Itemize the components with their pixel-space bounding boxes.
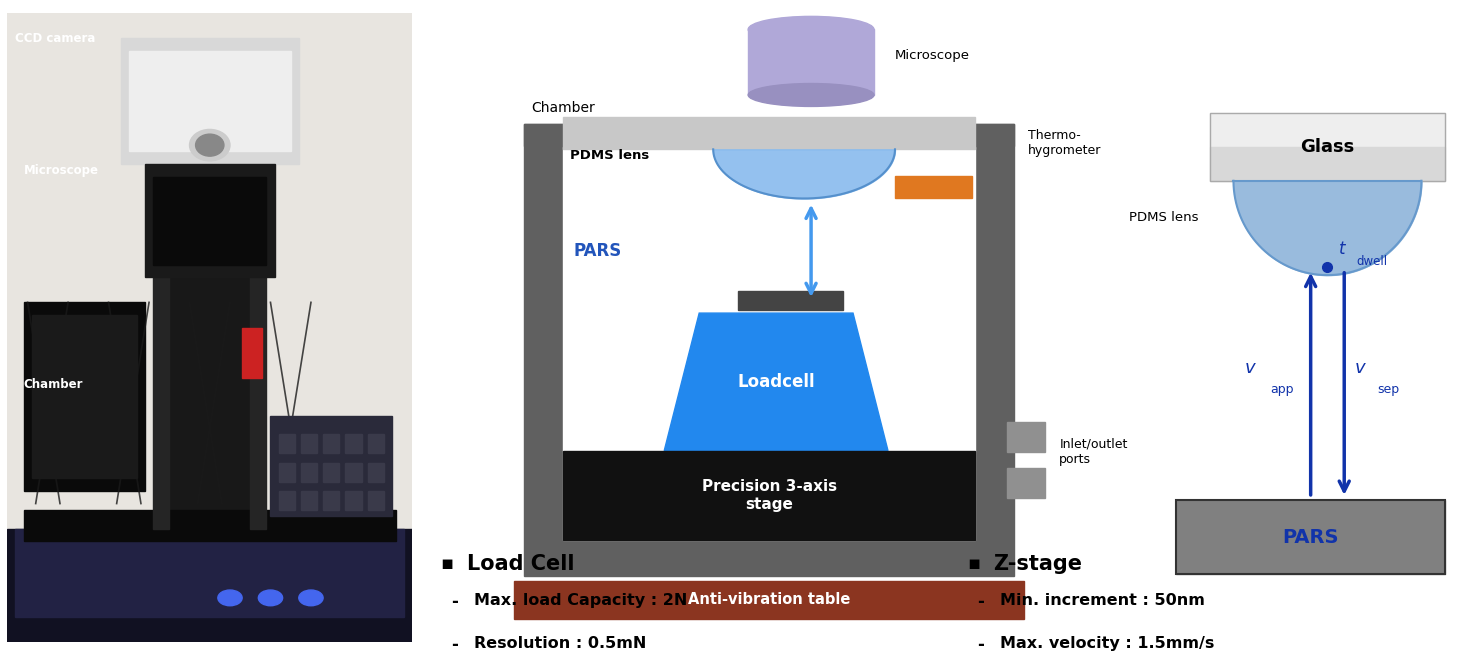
Text: Z-stage: Z-stage [994, 554, 1082, 574]
Text: Microscope: Microscope [24, 164, 99, 177]
Bar [24, 510, 396, 541]
Bar [346, 462, 362, 481]
Ellipse shape [218, 590, 241, 606]
Bar [524, 124, 1014, 576]
Bar [271, 415, 392, 516]
Bar [153, 164, 169, 529]
Text: Microscope: Microscope [895, 49, 970, 62]
Ellipse shape [190, 130, 230, 161]
Text: app: app [1270, 383, 1294, 396]
Text: PARS: PARS [573, 242, 621, 260]
Text: ▪: ▪ [440, 554, 453, 573]
Text: PDMS lens: PDMS lens [570, 149, 649, 162]
Text: $v$: $v$ [1354, 359, 1367, 377]
Bar [1210, 113, 1446, 181]
Bar [324, 462, 340, 481]
Bar [562, 146, 976, 540]
Bar [1176, 500, 1446, 574]
Bar [1176, 500, 1446, 574]
Text: Chamber: Chamber [531, 101, 595, 115]
Bar [278, 491, 294, 510]
Text: sep: sep [1378, 383, 1400, 396]
Ellipse shape [196, 134, 224, 156]
Text: Loadcell: Loadcell [737, 373, 815, 391]
Polygon shape [664, 313, 888, 451]
Text: Inlet/outlet
ports: Inlet/outlet ports [1060, 438, 1128, 466]
Text: Load Cell: Load Cell [467, 554, 574, 574]
Bar [346, 491, 362, 510]
Bar [300, 491, 316, 510]
Text: PDMS lens: PDMS lens [1129, 211, 1198, 224]
Bar [153, 177, 266, 265]
Ellipse shape [748, 16, 874, 43]
Bar [737, 291, 842, 310]
Text: Min. increment : 50nm: Min. increment : 50nm [1001, 593, 1206, 608]
Text: Precision 3-axis
stage: Precision 3-axis stage [702, 479, 836, 512]
Text: Anti-vibration table: Anti-vibration table [687, 593, 851, 607]
Bar [324, 434, 340, 453]
Text: Max. velocity : 1.5mm/s: Max. velocity : 1.5mm/s [1001, 635, 1214, 650]
Ellipse shape [299, 590, 324, 606]
Bar [524, 124, 1014, 146]
Bar [368, 491, 384, 510]
Text: Resolution : 0.5mN: Resolution : 0.5mN [474, 635, 646, 650]
Text: $v$: $v$ [1244, 359, 1257, 377]
Text: Thermo-
hygrometer: Thermo- hygrometer [1027, 129, 1101, 157]
Text: CCD camera: CCD camera [15, 32, 96, 45]
Text: -: - [977, 593, 985, 611]
Text: -: - [450, 635, 458, 654]
Bar [1007, 422, 1045, 452]
Text: $t$: $t$ [1338, 240, 1347, 258]
Bar [1210, 113, 1446, 147]
Bar [368, 434, 384, 453]
Bar [32, 315, 137, 478]
Bar [562, 117, 976, 149]
Text: -: - [977, 635, 985, 654]
Text: PARS: PARS [1282, 527, 1340, 547]
Bar [278, 462, 294, 481]
Bar [1007, 468, 1045, 498]
Bar [278, 434, 294, 453]
Bar [368, 462, 384, 481]
Bar [1210, 147, 1446, 181]
Text: Chamber: Chamber [24, 378, 82, 391]
Text: Max. load Capacity : 2N: Max. load Capacity : 2N [474, 593, 687, 608]
Bar [895, 176, 972, 198]
Ellipse shape [259, 590, 283, 606]
Bar [241, 328, 262, 378]
Bar [7, 529, 412, 642]
Ellipse shape [748, 83, 874, 106]
Bar [250, 164, 266, 529]
Bar [15, 529, 403, 617]
Bar [7, 13, 412, 529]
Bar [24, 303, 144, 491]
Bar [346, 434, 362, 453]
Text: Glass: Glass [1300, 138, 1354, 156]
Text: ▪: ▪ [967, 554, 980, 573]
Text: dwell: dwell [1356, 255, 1387, 269]
Bar [514, 581, 1025, 619]
Bar [300, 434, 316, 453]
Bar [162, 164, 259, 529]
Bar [121, 38, 299, 164]
Bar [562, 451, 976, 540]
Bar [144, 164, 274, 277]
Bar [324, 491, 340, 510]
Text: -: - [450, 593, 458, 611]
Bar [300, 462, 316, 481]
Bar [748, 29, 874, 95]
Bar [130, 51, 291, 151]
